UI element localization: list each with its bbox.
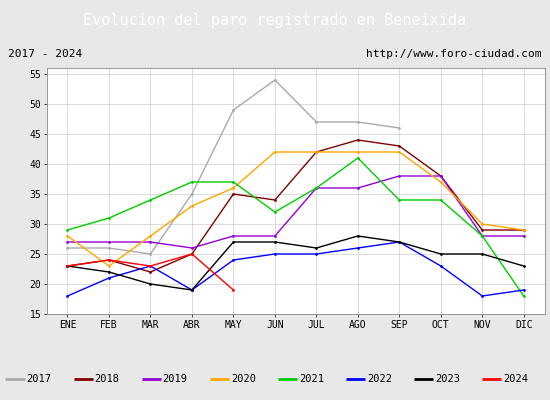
Text: 2023: 2023	[435, 374, 460, 384]
Text: 2017 - 2024: 2017 - 2024	[8, 49, 82, 59]
Text: 2022: 2022	[367, 374, 392, 384]
Text: 2024: 2024	[503, 374, 528, 384]
Text: 2018: 2018	[95, 374, 120, 384]
Text: 2020: 2020	[231, 374, 256, 384]
Text: 2021: 2021	[299, 374, 324, 384]
Text: http://www.foro-ciudad.com: http://www.foro-ciudad.com	[366, 49, 542, 59]
Text: Evolucion del paro registrado en Beneixida: Evolucion del paro registrado en Beneixi…	[84, 14, 466, 28]
Text: 2019: 2019	[163, 374, 188, 384]
Text: 2017: 2017	[26, 374, 52, 384]
